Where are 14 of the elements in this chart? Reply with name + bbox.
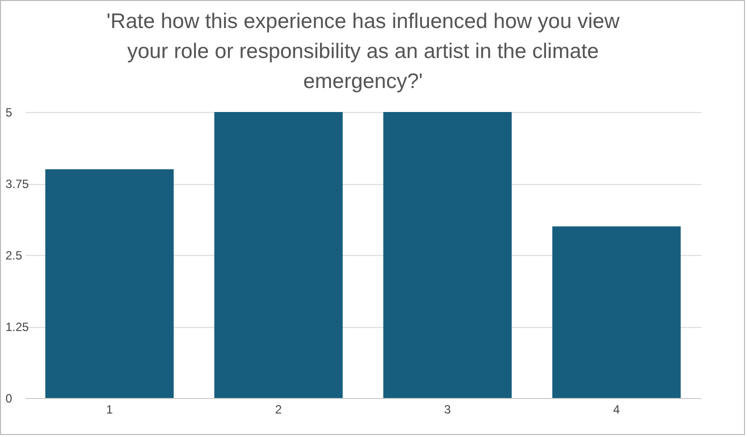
bar: [214, 112, 343, 398]
x-tick-label: 4: [613, 402, 620, 416]
bar: [383, 112, 512, 398]
y-tick-label: 1.25: [6, 320, 30, 334]
chart-title: 'Rate how this experience has influenced how you view your role or responsibility as an artist in the climate emergency?': [106, 10, 620, 93]
y-tick-label: 2.5: [6, 248, 23, 262]
x-tick-label: 1: [106, 402, 114, 416]
y-tick-label: 3.75: [6, 177, 30, 191]
y-tick-label: 0: [6, 392, 12, 406]
bar: [552, 226, 681, 398]
x-tick-label: 2: [275, 402, 282, 416]
y-tick-label: 5: [6, 106, 12, 120]
x-tick-label: 3: [444, 402, 452, 416]
bar: [45, 169, 174, 398]
